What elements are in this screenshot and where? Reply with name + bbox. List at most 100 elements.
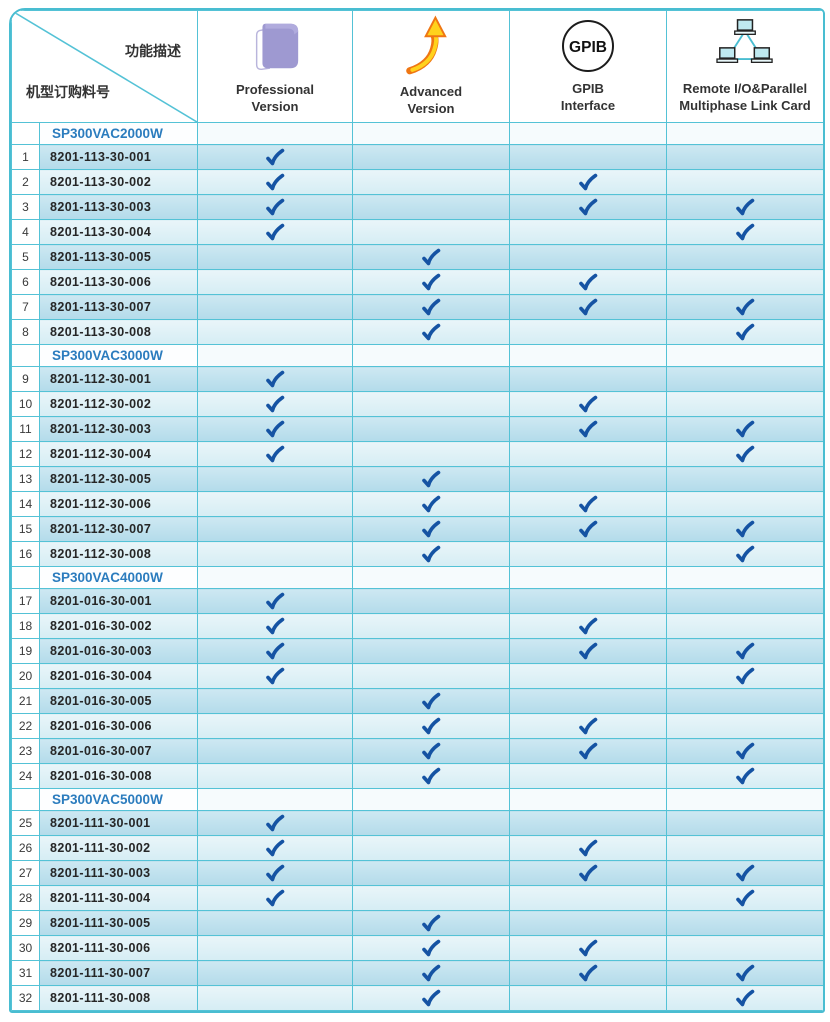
feature-cell bbox=[197, 763, 353, 789]
part-number-cell: 8201-111-30-003 bbox=[39, 860, 198, 886]
feature-cell bbox=[352, 294, 510, 320]
feature-cell bbox=[509, 738, 667, 764]
check-icon bbox=[736, 667, 755, 684]
row-number-cell: 9 bbox=[11, 366, 40, 392]
part-number-cell: 8201-112-30-008 bbox=[39, 541, 198, 567]
table-row: 1 8201-113-30-001 bbox=[11, 144, 823, 170]
feature-cell bbox=[666, 219, 823, 245]
row-number-cell: 26 bbox=[11, 835, 40, 861]
part-number-cell: 8201-113-30-006 bbox=[39, 269, 198, 295]
table-row: 14 8201-112-30-006 bbox=[11, 491, 823, 517]
column-label-remote-io: Remote I/O&Parallel Multiphase Link Card bbox=[679, 81, 810, 115]
feature-cell bbox=[352, 244, 510, 270]
check-icon bbox=[266, 592, 285, 609]
check-icon bbox=[736, 767, 755, 784]
column-label-line: GPIB bbox=[572, 81, 604, 97]
part-number-cell: 8201-016-30-006 bbox=[39, 713, 198, 739]
feature-cell bbox=[666, 910, 823, 936]
row-number-cell: 30 bbox=[11, 935, 40, 961]
feature-cell bbox=[352, 269, 510, 295]
feature-cell bbox=[666, 294, 823, 320]
check-icon bbox=[736, 864, 755, 881]
diagonal-divider bbox=[12, 11, 197, 122]
feature-cell bbox=[509, 122, 667, 145]
feature-cell bbox=[352, 713, 510, 739]
feature-cell bbox=[197, 144, 353, 170]
feature-cell bbox=[509, 810, 667, 836]
table-row: 32 8201-111-30-008 bbox=[11, 985, 823, 1011]
feature-cell bbox=[666, 588, 823, 614]
feature-cell bbox=[666, 860, 823, 886]
section-header-row: SP300VAC5000W bbox=[11, 788, 823, 811]
row-number-cell: 25 bbox=[11, 810, 40, 836]
feature-cell bbox=[666, 516, 823, 542]
column-label-line: Professional bbox=[235, 82, 315, 98]
row-number-cell: 16 bbox=[11, 541, 40, 567]
feature-cell bbox=[509, 516, 667, 542]
feature-cell bbox=[666, 788, 823, 811]
check-icon bbox=[579, 642, 598, 659]
check-icon bbox=[266, 148, 285, 165]
feature-cell bbox=[666, 638, 823, 664]
row-number-cell: 18 bbox=[11, 613, 40, 639]
table-row: 26 8201-111-30-002 bbox=[11, 835, 823, 861]
feature-cell bbox=[352, 219, 510, 245]
feature-cell bbox=[197, 588, 353, 614]
check-icon bbox=[579, 839, 598, 856]
check-icon bbox=[266, 173, 285, 190]
check-icon bbox=[422, 323, 441, 340]
feature-cell bbox=[352, 835, 510, 861]
feature-cell bbox=[352, 391, 510, 417]
part-number-cell: 8201-113-30-007 bbox=[39, 294, 198, 320]
check-icon bbox=[579, 273, 598, 290]
feature-cell bbox=[509, 960, 667, 986]
row-number-cell: 32 bbox=[11, 985, 40, 1011]
table-row: 4 8201-113-30-004 bbox=[11, 219, 823, 245]
feature-cell bbox=[666, 144, 823, 170]
check-icon bbox=[579, 198, 598, 215]
feature-cell bbox=[197, 960, 353, 986]
table-row: 22 8201-016-30-006 bbox=[11, 713, 823, 739]
table-body: SP300VAC2000W 1 8201-113-30-001 2 8201-113-3… bbox=[11, 122, 823, 1011]
feature-cell bbox=[197, 294, 353, 320]
check-icon bbox=[736, 223, 755, 240]
table-row: 15 8201-112-30-007 bbox=[11, 516, 823, 542]
feature-cell bbox=[666, 885, 823, 911]
model-name-cell: SP300VAC4000W bbox=[39, 566, 198, 589]
feature-cell bbox=[197, 269, 353, 295]
feature-cell bbox=[509, 344, 667, 367]
check-icon bbox=[579, 717, 598, 734]
feature-cell bbox=[666, 541, 823, 567]
table-row: 17 8201-016-30-001 bbox=[11, 588, 823, 614]
row-number-cell: 31 bbox=[11, 960, 40, 986]
table-row: 12 8201-112-30-004 bbox=[11, 441, 823, 467]
feature-cell bbox=[352, 885, 510, 911]
part-number-cell: 8201-111-30-005 bbox=[39, 910, 198, 936]
column-label-line: Remote I/O&Parallel bbox=[682, 81, 808, 97]
part-number-cell: 8201-112-30-003 bbox=[39, 416, 198, 442]
row-number-cell: 11 bbox=[11, 416, 40, 442]
feature-cell bbox=[197, 466, 353, 492]
check-icon bbox=[422, 495, 441, 512]
table-row: 27 8201-111-30-003 bbox=[11, 860, 823, 886]
feature-cell bbox=[666, 169, 823, 195]
row-number-cell: 27 bbox=[11, 860, 40, 886]
row-number-cell: 2 bbox=[11, 169, 40, 195]
feature-cell bbox=[509, 788, 667, 811]
feature-cell bbox=[509, 910, 667, 936]
check-icon bbox=[579, 298, 598, 315]
network-icon bbox=[716, 19, 773, 64]
part-number-cell: 8201-113-30-004 bbox=[39, 219, 198, 245]
feature-cell bbox=[666, 344, 823, 367]
part-number-cell: 8201-112-30-006 bbox=[39, 491, 198, 517]
row-number-cell: 29 bbox=[11, 910, 40, 936]
feature-cell bbox=[197, 169, 353, 195]
check-icon bbox=[736, 642, 755, 659]
feature-cell bbox=[197, 541, 353, 567]
feature-cell bbox=[197, 788, 353, 811]
model-name-cell: SP300VAC2000W bbox=[39, 122, 198, 145]
feature-cell bbox=[509, 366, 667, 392]
check-icon bbox=[736, 742, 755, 759]
check-icon bbox=[736, 964, 755, 981]
table-row: 11 8201-112-30-003 bbox=[11, 416, 823, 442]
